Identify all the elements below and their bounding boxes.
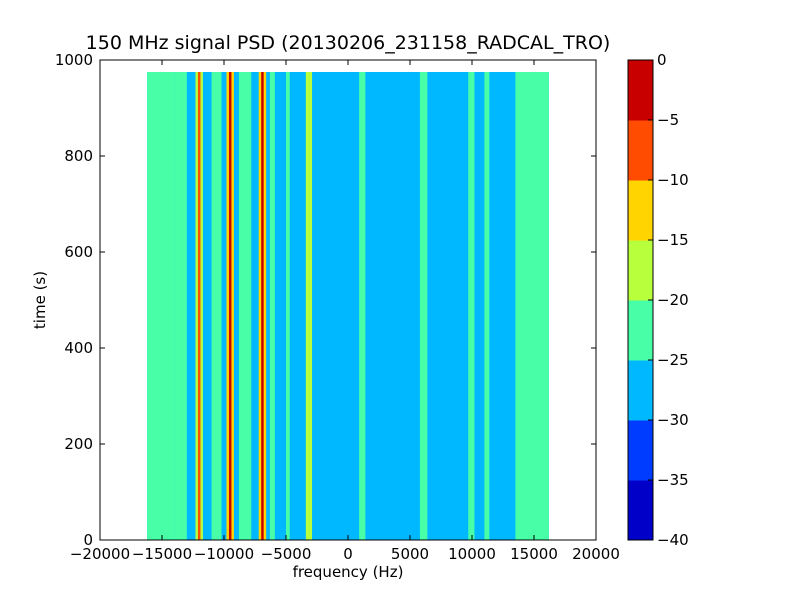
colorbar-tick-label: −10 (657, 171, 689, 189)
y-axis: 0 200 400 600 800 1000 (55, 51, 596, 549)
colorbar-tick-label: −15 (657, 231, 689, 249)
colorbar: −40 −35 −30 −25 −20 −15 −10 −5 0 (627, 51, 689, 549)
x-tick-label: −10000 (194, 545, 254, 563)
x-axis: −20000 −15000 −10000 −5000 0 5000 10000 15000 20… (70, 60, 620, 563)
y-tick-label: 600 (64, 243, 93, 261)
colorbar-segment (628, 480, 653, 541)
chart-title: 150 MHz signal PSD (20130206_231158_RADC… (86, 32, 611, 54)
heatmap-band (147, 72, 175, 540)
colorbar-tick-label: −25 (657, 351, 689, 369)
colorbar-segment (628, 120, 653, 181)
heatmap-band (269, 72, 275, 540)
heatmap-band (419, 72, 428, 540)
x-tick-label: 0 (343, 545, 353, 563)
y-axis-label: time (s) (31, 271, 49, 329)
x-tick-label: 5000 (391, 545, 429, 563)
colorbar-tick-label: −40 (657, 531, 689, 549)
y-tick-label: 0 (83, 531, 93, 549)
heatmap-band (228, 72, 232, 540)
plot-area (147, 72, 549, 540)
x-tick-label: −20000 (70, 545, 130, 563)
colorbar-tick-label: −30 (657, 411, 689, 429)
colorbar-segment (628, 180, 653, 241)
heatmap-band (238, 72, 252, 540)
colorbar-segment (628, 60, 653, 121)
y-tick-label: 1000 (55, 51, 93, 69)
x-tick-label: 20000 (572, 545, 620, 563)
heatmap-band (468, 72, 475, 540)
colorbar-tick-label: −35 (657, 471, 689, 489)
heatmap-band (211, 72, 222, 540)
colorbar-tick-label: −5 (657, 111, 679, 129)
colorbar-segment (628, 300, 653, 361)
heatmap-band (261, 72, 264, 540)
x-tick-label: −5000 (261, 545, 312, 563)
x-tick-label: 10000 (448, 545, 496, 563)
x-tick-label: 15000 (510, 545, 558, 563)
x-tick-label: −15000 (132, 545, 192, 563)
heatmap-band (174, 72, 187, 540)
y-tick-label: 400 (64, 339, 93, 357)
heatmap-band (359, 72, 366, 540)
y-tick-label: 200 (64, 435, 93, 453)
heatmap-band (515, 72, 549, 540)
heatmap-band (484, 72, 490, 540)
colorbar-segment (628, 360, 653, 421)
colorbar-tick-label: −20 (657, 291, 689, 309)
colorbar-segment (628, 240, 653, 301)
heatmap-band (305, 72, 313, 540)
y-tick-label: 800 (64, 147, 93, 165)
heatmap-band (286, 72, 290, 540)
colorbar-tick-label: 0 (657, 51, 667, 69)
x-axis-label: frequency (Hz) (293, 563, 404, 581)
colorbar-segment (628, 420, 653, 481)
heatmap-band (197, 72, 201, 540)
